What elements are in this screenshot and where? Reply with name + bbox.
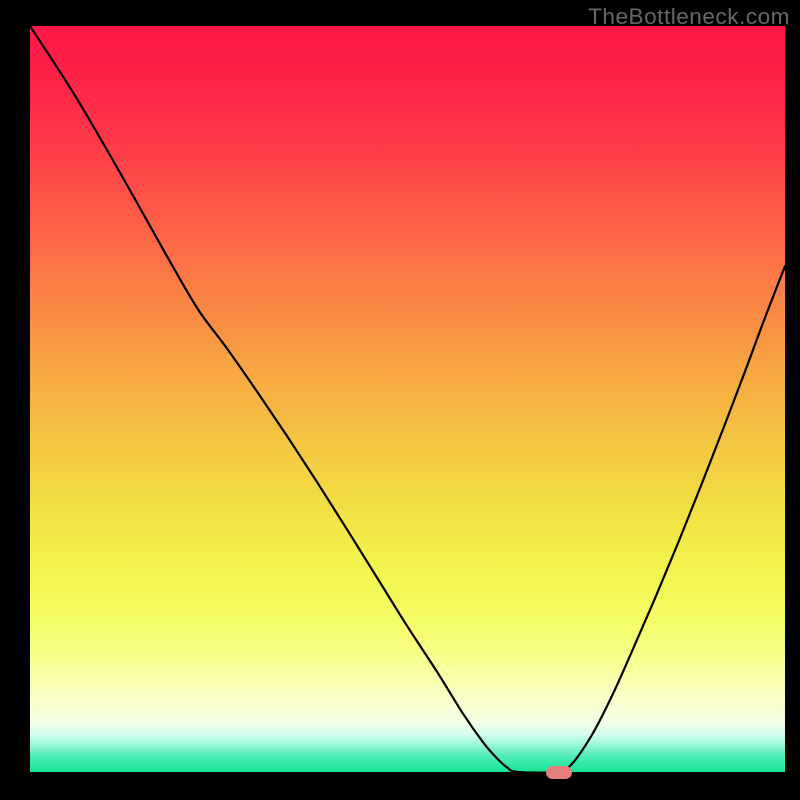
chart-stage: TheBottleneck.com [0, 0, 800, 800]
watermark-text: TheBottleneck.com [588, 4, 790, 30]
heatmap-gradient-background [30, 26, 785, 772]
optimal-point-marker [546, 766, 572, 779]
